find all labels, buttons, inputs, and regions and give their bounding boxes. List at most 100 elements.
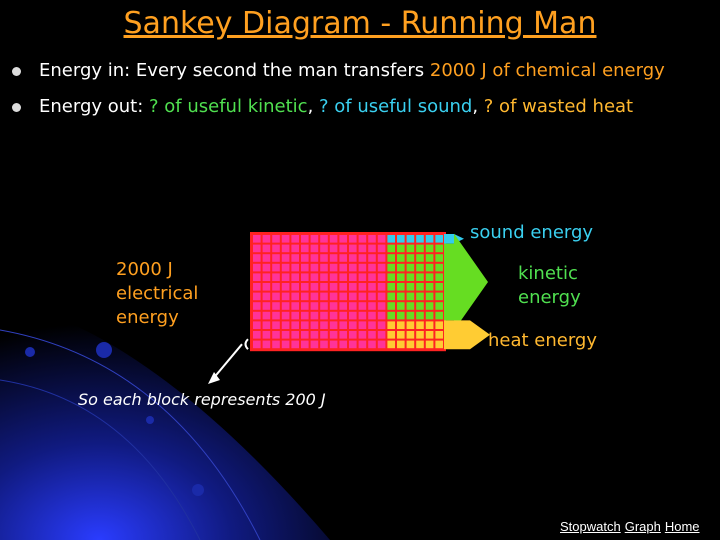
separator: ,	[307, 96, 320, 117]
energy-block	[377, 292, 386, 301]
energy-block	[320, 283, 328, 291]
energy-block	[425, 235, 434, 243]
energy-block	[425, 283, 434, 291]
energy-block	[349, 302, 357, 310]
energy-in-value: 2000 J of chemical energy	[429, 60, 665, 81]
pointer-arrowhead	[208, 372, 220, 384]
energy-block	[349, 340, 357, 349]
energy-block	[368, 244, 376, 253]
energy-block	[358, 254, 367, 262]
energy-block	[349, 273, 357, 281]
energy-block	[387, 283, 395, 291]
energy-block	[329, 235, 338, 243]
energy-block	[272, 273, 280, 281]
home-link[interactable]: Home	[664, 519, 700, 534]
energy-block	[320, 263, 328, 272]
energy-block	[368, 340, 376, 349]
energy-block	[397, 283, 405, 291]
energy-block	[310, 311, 319, 320]
bullet-energy-in: Energy in: Every second the man transfer…	[12, 60, 665, 81]
energy-block	[397, 244, 405, 253]
energy-block	[262, 273, 271, 281]
stopwatch-link[interactable]: Stopwatch	[560, 519, 621, 534]
energy-block	[416, 244, 424, 253]
energy-block	[339, 321, 347, 329]
energy-block	[435, 292, 443, 301]
energy-block	[397, 302, 405, 310]
energy-block	[253, 263, 261, 272]
energy-block	[291, 273, 299, 281]
energy-block	[272, 302, 280, 310]
energy-block	[262, 292, 271, 301]
energy-block	[397, 331, 405, 339]
energy-block	[416, 331, 424, 339]
energy-block	[301, 302, 309, 310]
energy-block	[358, 321, 367, 329]
energy-block	[368, 302, 376, 310]
energy-block	[397, 263, 405, 272]
energy-block	[397, 292, 405, 301]
energy-block	[281, 292, 290, 301]
energy-block	[406, 311, 415, 320]
graph-link[interactable]: Graph	[624, 519, 661, 534]
energy-in-text: Energy in: Every second the man transfer…	[39, 60, 430, 81]
energy-block	[339, 283, 347, 291]
energy-block	[291, 302, 299, 310]
energy-block	[358, 244, 367, 253]
energy-block	[329, 331, 338, 339]
energy-block	[320, 321, 328, 329]
energy-block	[387, 263, 395, 272]
energy-block	[301, 283, 309, 291]
energy-block	[262, 340, 271, 349]
energy-block	[291, 283, 299, 291]
energy-block	[272, 331, 280, 339]
energy-block	[339, 311, 347, 320]
energy-block	[377, 235, 386, 243]
energy-block	[329, 292, 338, 301]
energy-block	[310, 292, 319, 301]
energy-block	[262, 244, 271, 253]
sound-energy-label: sound energy	[470, 222, 594, 243]
energy-block	[377, 340, 386, 349]
energy-block	[406, 283, 415, 291]
energy-block	[329, 254, 338, 262]
energy-block	[349, 244, 357, 253]
energy-block	[377, 311, 386, 320]
energy-block	[329, 283, 338, 291]
energy-block	[387, 331, 395, 339]
energy-block	[377, 302, 386, 310]
energy-block	[320, 235, 328, 243]
energy-block	[339, 235, 347, 243]
energy-block	[310, 263, 319, 272]
energy-block	[301, 292, 309, 301]
energy-block	[397, 340, 405, 349]
energy-block	[416, 263, 424, 272]
energy-block	[281, 340, 290, 349]
energy-block	[425, 263, 434, 272]
energy-block	[435, 283, 443, 291]
energy-block	[387, 244, 395, 253]
heat-energy-label: heat energy	[488, 330, 598, 351]
energy-block	[358, 311, 367, 320]
kinetic-energy-label: kinetic energy	[518, 263, 581, 308]
energy-block	[339, 292, 347, 301]
energy-block	[310, 254, 319, 262]
energy-block	[435, 302, 443, 310]
energy-block	[262, 283, 271, 291]
energy-block	[406, 254, 415, 262]
energy-block	[320, 331, 328, 339]
energy-block	[281, 263, 290, 272]
energy-block	[406, 340, 415, 349]
energy-block	[253, 235, 261, 243]
energy-block	[262, 321, 271, 329]
energy-block	[368, 235, 376, 243]
energy-block	[358, 235, 367, 243]
bullet-energy-out: Energy out: ? of useful kinetic, ? of us…	[12, 96, 633, 117]
energy-block	[368, 321, 376, 329]
energy-block	[272, 263, 280, 272]
energy-block	[301, 340, 309, 349]
energy-block	[310, 273, 319, 281]
energy-block	[387, 311, 395, 320]
page-title: Sankey Diagram - Running Man	[123, 6, 597, 41]
energy-block	[416, 321, 424, 329]
